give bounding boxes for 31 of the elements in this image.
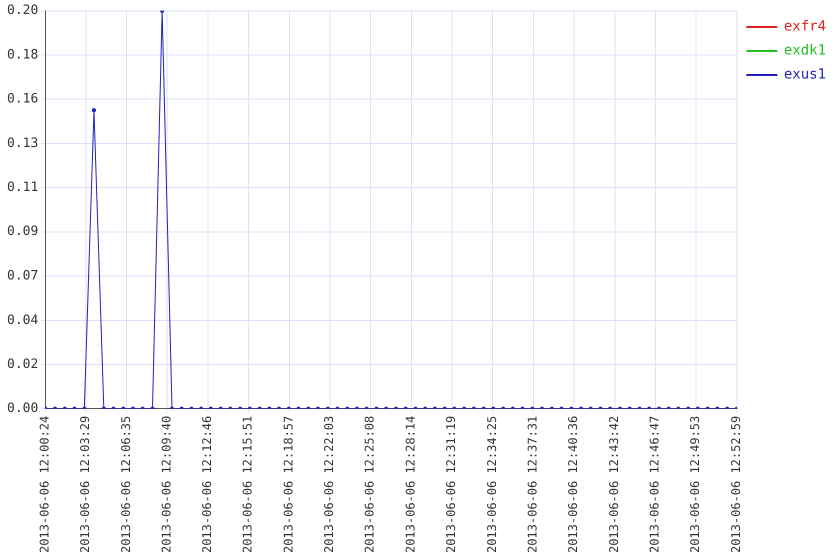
y-tick-label: 0.02 xyxy=(6,356,38,372)
y-tick-label: 0.13 xyxy=(6,136,38,151)
x-tick-label: 2013-06-06 12:40:36 xyxy=(566,416,580,554)
x-tick-label: 2013-06-06 12:22:03 xyxy=(322,416,336,554)
y-tick-label: 0.07 xyxy=(6,268,38,284)
x-tick-label: 2013-06-06 12:34:25 xyxy=(484,416,499,554)
y-tick-label: 0.18 xyxy=(6,47,38,62)
x-tick-label: 2013-06-06 12:18:57 xyxy=(281,416,296,554)
x-tick-label: 2013-06-06 12:25:08 xyxy=(362,416,377,554)
legend-label: exfr4 xyxy=(784,18,826,35)
x-tick-label: 2013-06-06 12:00:24 xyxy=(37,416,52,554)
y-tick-label: 0.00 xyxy=(6,401,38,416)
x-tick-label: 2013-06-06 12:15:51 xyxy=(240,416,255,554)
x-tick-label: 2013-06-06 12:28:14 xyxy=(403,416,418,554)
x-tick-label: 2013-06-06 12:37:31 xyxy=(526,416,540,554)
x-tick-label: 2013-06-06 12:12:46 xyxy=(200,416,214,554)
y-tick-label: 0.04 xyxy=(6,312,38,328)
x-tick-label: 2013-06-06 12:52:59 xyxy=(728,416,743,554)
y-tick-label: 0.20 xyxy=(6,3,38,18)
legend-label: exdk1 xyxy=(784,42,826,59)
y-tick-label: 0.09 xyxy=(6,224,38,240)
x-tick-label: 2013-06-06 12:46:47 xyxy=(647,416,662,554)
x-tick-label: 2013-06-06 12:09:40 xyxy=(159,416,174,554)
x-tick-label: 2013-06-06 12:43:42 xyxy=(606,416,621,554)
legend-label: exus1 xyxy=(784,66,826,83)
x-tick-label: 2013-06-06 12:49:53 xyxy=(688,416,702,554)
x-tick-label: 2013-06-06 12:31:19 xyxy=(444,416,458,554)
y-tick-label: 0.11 xyxy=(6,180,38,196)
x-tick-label: 2013-06-06 12:06:35 xyxy=(118,416,133,554)
y-tick-label: 0.16 xyxy=(6,92,38,107)
x-tick-label: 2013-06-06 12:03:29 xyxy=(78,416,92,554)
